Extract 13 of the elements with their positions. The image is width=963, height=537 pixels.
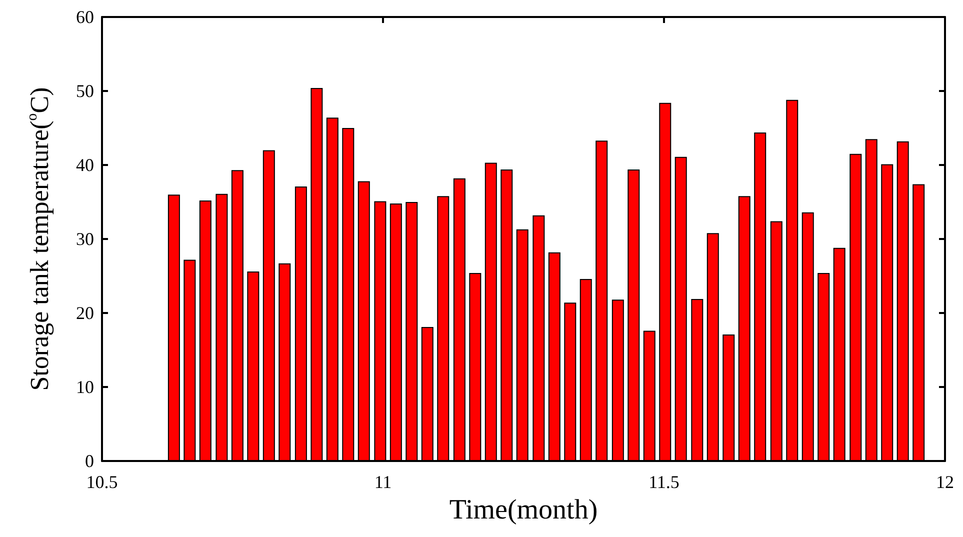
y-tick-label: 20 (76, 303, 94, 323)
x-axis-title: Time(month) (449, 494, 598, 526)
y-tick-label: 60 (76, 7, 94, 27)
x-tick-label: 12 (936, 472, 954, 492)
x-tick-label: 10.5 (86, 472, 118, 492)
y-tick-label: 0 (85, 451, 94, 471)
y-tick-label: 40 (76, 155, 94, 175)
y-tick-label: 10 (76, 377, 94, 397)
y-tick-label: 30 (76, 229, 94, 249)
y-tick-label: 50 (76, 81, 94, 101)
x-tick-label: 11.5 (648, 472, 680, 492)
y-axis-title: Storage tank temperature(oC) (24, 87, 54, 391)
x-tick-label: 11 (374, 472, 392, 492)
